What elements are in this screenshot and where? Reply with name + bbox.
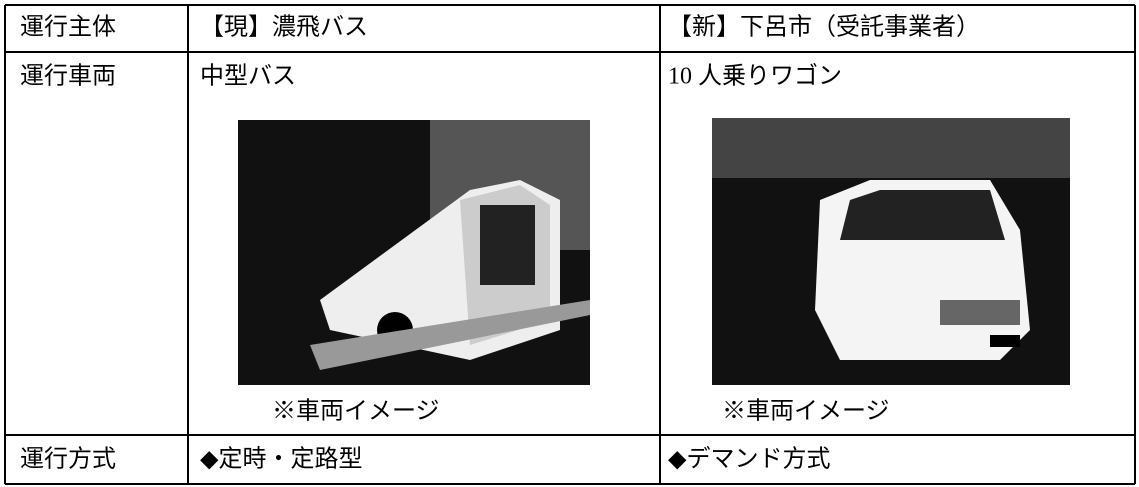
cell: 運行車両 xyxy=(20,63,116,90)
caption: ※車両イメージ xyxy=(722,398,890,425)
cell: 運行主体 xyxy=(20,14,116,41)
cell: 10 人乗りワゴン xyxy=(668,63,842,90)
cell: 運行方式 xyxy=(20,446,116,473)
cell: 【現】濃飛バス xyxy=(200,14,368,41)
bus-image xyxy=(238,120,590,385)
cell: ◆定時・定路型 xyxy=(200,446,362,473)
caption: ※車両イメージ xyxy=(272,398,440,425)
cell: ◆デマンド方式 xyxy=(668,446,830,473)
cell: 【新】下呂市（受託事業者） xyxy=(668,14,980,41)
cell: 中型バス xyxy=(200,63,296,90)
van-image xyxy=(712,118,1070,385)
table-grid xyxy=(4,4,1136,485)
